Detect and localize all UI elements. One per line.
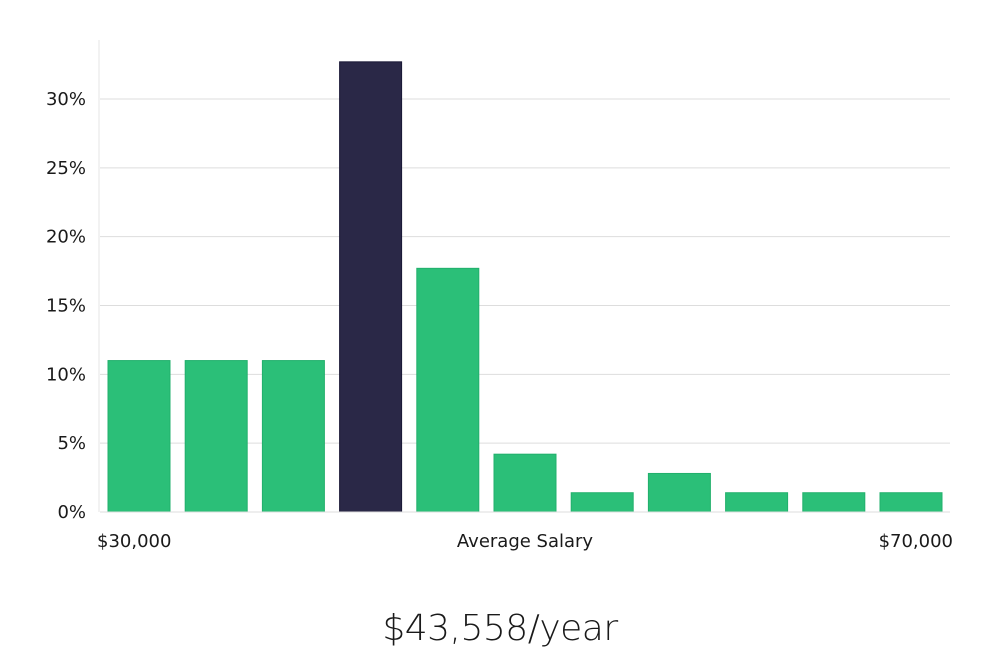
y-tick-label: 25% — [46, 158, 86, 179]
y-tick-label: 5% — [57, 433, 86, 454]
y-tick-labels: 0% 5% 10% 15% 20% 25% 30% — [46, 89, 86, 523]
x-min-label: $30,000 — [97, 531, 171, 552]
bar — [879, 492, 943, 513]
x-max-label: $70,000 — [879, 531, 953, 552]
bar — [184, 360, 248, 513]
bar — [570, 492, 634, 513]
bar — [725, 492, 789, 513]
bar — [647, 472, 711, 513]
x-axis-title: Average Salary — [457, 531, 594, 552]
axes — [98, 40, 950, 513]
y-tick-label: 15% — [46, 296, 86, 317]
bar — [261, 360, 325, 513]
bar — [416, 267, 480, 513]
y-tick-label: 30% — [46, 89, 86, 110]
average-salary-value: $43,558/year — [382, 608, 618, 649]
bars — [107, 61, 943, 513]
y-tick-label: 0% — [57, 502, 86, 523]
y-tick-label: 10% — [46, 364, 86, 385]
y-tick-label: 20% — [46, 227, 86, 248]
bar-highlighted — [339, 61, 403, 513]
bar — [107, 360, 171, 513]
salary-histogram: 0% 5% 10% 15% 20% 25% 30% $30,000 Average Sala… — [46, 40, 953, 552]
bar — [802, 492, 866, 513]
bar — [493, 453, 557, 513]
